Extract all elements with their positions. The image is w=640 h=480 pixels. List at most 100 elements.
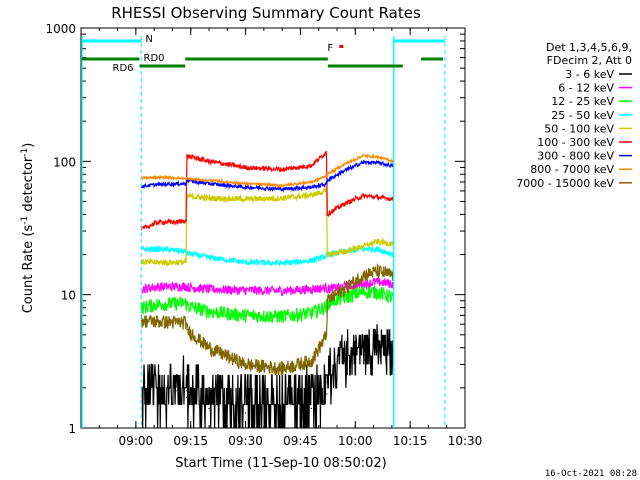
legend-label-6: 300 - 800 keV: [537, 150, 614, 163]
series-3-point-5: [208, 256, 210, 259]
series-2-point-7: [281, 315, 283, 317]
legend-label-8: 7000 - 15000 keV: [516, 177, 614, 190]
x-tick-label-3: 09:45: [283, 434, 318, 448]
series-5-point-11: [343, 203, 345, 205]
y-axis-label-mid: detector: [21, 156, 36, 216]
series-line-6: [140, 159, 394, 193]
legend-label-5: 100 - 300 keV: [537, 136, 614, 149]
series-0-point-11: [343, 360, 345, 362]
series-1-point-2: [175, 286, 177, 288]
series-5-point-9: [326, 151, 328, 153]
series-6-point-13: [376, 161, 378, 164]
y-tick-label-1: 10: [61, 289, 76, 303]
y-axis-label-sup2: -1: [20, 148, 30, 157]
series-2-point-1: [157, 303, 159, 305]
series-0-point-3: [185, 390, 187, 392]
series-6-point-8: [310, 186, 312, 188]
x-tick-label-4: 10:00: [338, 434, 373, 448]
plot-area: [140, 151, 395, 429]
series-7-point-4: [186, 178, 188, 180]
series-0-point-6: [245, 412, 247, 414]
series-7-point-12: [362, 155, 364, 157]
series-7-point-8: [310, 181, 312, 183]
series-5-point-1: [157, 221, 159, 223]
legend-header-0: Det 1,3,4,5,6,9,: [546, 41, 632, 54]
series-8-point-9: [326, 334, 328, 336]
series-3-point-13: [376, 248, 378, 250]
series-1-point-12: [362, 283, 364, 285]
y-axis-label-sup1: -1: [20, 216, 30, 225]
series-8-point-5: [208, 347, 210, 349]
series-5-point-12: [362, 195, 364, 197]
series-3-point-7: [281, 262, 283, 264]
series-1-point-6: [245, 289, 247, 291]
legend-label-3: 25 - 50 keV: [551, 109, 614, 122]
series-8-point-6: [245, 363, 247, 365]
series-8: [140, 263, 395, 376]
series-0-point-10: [326, 381, 328, 383]
series-7-point-2: [175, 177, 177, 179]
series-0-point-1: [157, 393, 159, 395]
series-0-point-5: [208, 407, 210, 410]
legend-label-4: 50 - 100 keV: [544, 122, 614, 135]
flare-flag-label: F: [327, 43, 333, 54]
series-6-point-11: [343, 170, 345, 172]
series-8-point-8: [310, 360, 312, 362]
flare-flag-marker: [339, 45, 344, 48]
series-8-point-7: [281, 367, 283, 369]
y-tick-label-2: 100: [53, 155, 76, 169]
series-line-8: [140, 263, 394, 376]
series-7-point-7: [281, 184, 283, 186]
legend-label-1: 6 - 12 keV: [558, 82, 614, 95]
series-4-point-1: [157, 261, 159, 263]
series-3-point-6: [245, 261, 247, 263]
series-1-point-5: [208, 288, 210, 290]
series-2-point-8: [310, 312, 312, 314]
series-5: [140, 151, 395, 231]
y-tick-label-0: 1: [68, 422, 76, 436]
rd0-flag-label: RD0: [144, 53, 165, 64]
series-7-point-13: [376, 156, 378, 158]
series-1-point-3: [185, 285, 187, 287]
series-2-point-0: [140, 307, 142, 309]
series-0-point-13: [376, 350, 378, 352]
series-line-7: [140, 153, 394, 189]
legend-label-7: 800 - 7000 keV: [530, 163, 614, 176]
series-5-point-7: [281, 168, 283, 170]
series-3-point-2: [175, 249, 177, 251]
series-8-point-3: [185, 321, 187, 323]
series-8-point-1: [157, 320, 159, 322]
series-4-point-10: [326, 253, 328, 256]
series-6-point-2: [175, 183, 177, 185]
x-tick-label-1: 09:15: [173, 434, 208, 448]
series-2-point-2: [175, 302, 177, 304]
series-2-point-4: [186, 304, 188, 307]
series-1-point-7: [281, 290, 283, 292]
series-6-point-7: [281, 188, 283, 190]
observing-flags: N RD6 RD0 F: [81, 34, 446, 428]
series-5-point-5: [208, 160, 210, 162]
series-line-1: [141, 277, 394, 297]
night-flag-label: N: [145, 34, 152, 45]
x-tick-label-6: 10:30: [448, 434, 483, 448]
x-tick-label-5: 10:15: [393, 434, 428, 448]
series-0-point-8: [310, 407, 312, 410]
series-2-point-13: [376, 291, 378, 293]
y-tick-label-3: 1000: [45, 22, 76, 36]
series-1-point-13: [376, 281, 378, 283]
series-4-point-11: [343, 251, 345, 253]
y-axis-label-end: ): [21, 143, 36, 148]
series-1-point-10: [326, 288, 328, 290]
y-axis-label-base: Count Rate (s: [21, 225, 36, 314]
series-0-point-7: [281, 412, 283, 414]
legend-label-2: 12 - 25 keV: [551, 95, 614, 108]
legend-header-1: FDecim 2, Att 0: [547, 54, 632, 67]
series-4-point-3: [185, 261, 187, 263]
series-6-point-3: [185, 183, 187, 185]
series-8-point-11: [343, 288, 345, 290]
series-6-point-9: [326, 183, 328, 185]
legend: Det 1,3,4,5,6,9,FDecim 2, Att 03 - 6 keV…: [516, 41, 632, 190]
series-7-point-10: [326, 173, 328, 175]
series-8-point-2: [175, 321, 177, 323]
